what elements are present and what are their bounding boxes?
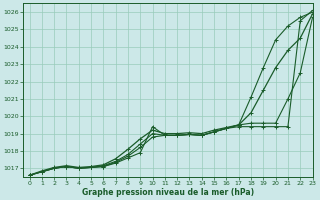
X-axis label: Graphe pression niveau de la mer (hPa): Graphe pression niveau de la mer (hPa) [82,188,254,197]
